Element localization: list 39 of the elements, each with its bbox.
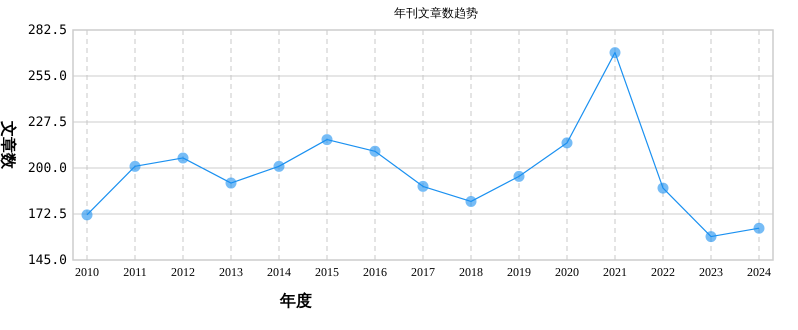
point <box>322 134 332 146</box>
x-tick-label: 2022 <box>651 265 675 279</box>
y-tick-label: 255.0 <box>28 69 67 84</box>
point <box>466 196 476 207</box>
point <box>514 170 524 182</box>
point <box>178 152 188 164</box>
x-tick-label: 2013 <box>219 265 243 279</box>
y-axis-title: 文章数 <box>0 120 17 170</box>
y-tick-label: 172.5 <box>28 207 67 222</box>
point <box>658 182 668 194</box>
point <box>706 231 716 242</box>
y-tick-label: 227.5 <box>28 115 67 130</box>
x-tick-label: 2020 <box>555 265 579 279</box>
point <box>82 209 92 220</box>
point <box>370 146 380 157</box>
x-tick-label: 2019 <box>507 265 531 279</box>
point <box>274 160 284 172</box>
x-tick-label: 2021 <box>603 265 627 279</box>
x-tick-label: 2024 <box>747 265 771 279</box>
y-tick-label: 282.5 <box>28 23 67 38</box>
x-axis-title: 年度 <box>279 291 312 310</box>
x-tick-label: 2016 <box>363 265 387 279</box>
point <box>130 160 140 172</box>
x-tick-label: 2011 <box>123 265 147 279</box>
point <box>226 178 236 189</box>
x-tick-label: 2014 <box>267 265 291 279</box>
point <box>418 180 428 192</box>
point <box>562 137 572 148</box>
x-tick-label: 2023 <box>699 265 723 279</box>
point <box>754 222 764 234</box>
y-tick-label: 200.0 <box>28 161 67 176</box>
y-tick-label: 145.0 <box>28 253 67 268</box>
point <box>610 47 620 58</box>
x-tick-label: 2015 <box>315 265 339 279</box>
x-tick-label: 2017 <box>411 265 435 279</box>
chart-title: 年刊文章数趋势 <box>394 6 478 20</box>
x-tick-label: 2018 <box>459 265 483 279</box>
x-tick-label: 2012 <box>171 265 195 279</box>
x-tick-label: 2010 <box>75 265 99 279</box>
